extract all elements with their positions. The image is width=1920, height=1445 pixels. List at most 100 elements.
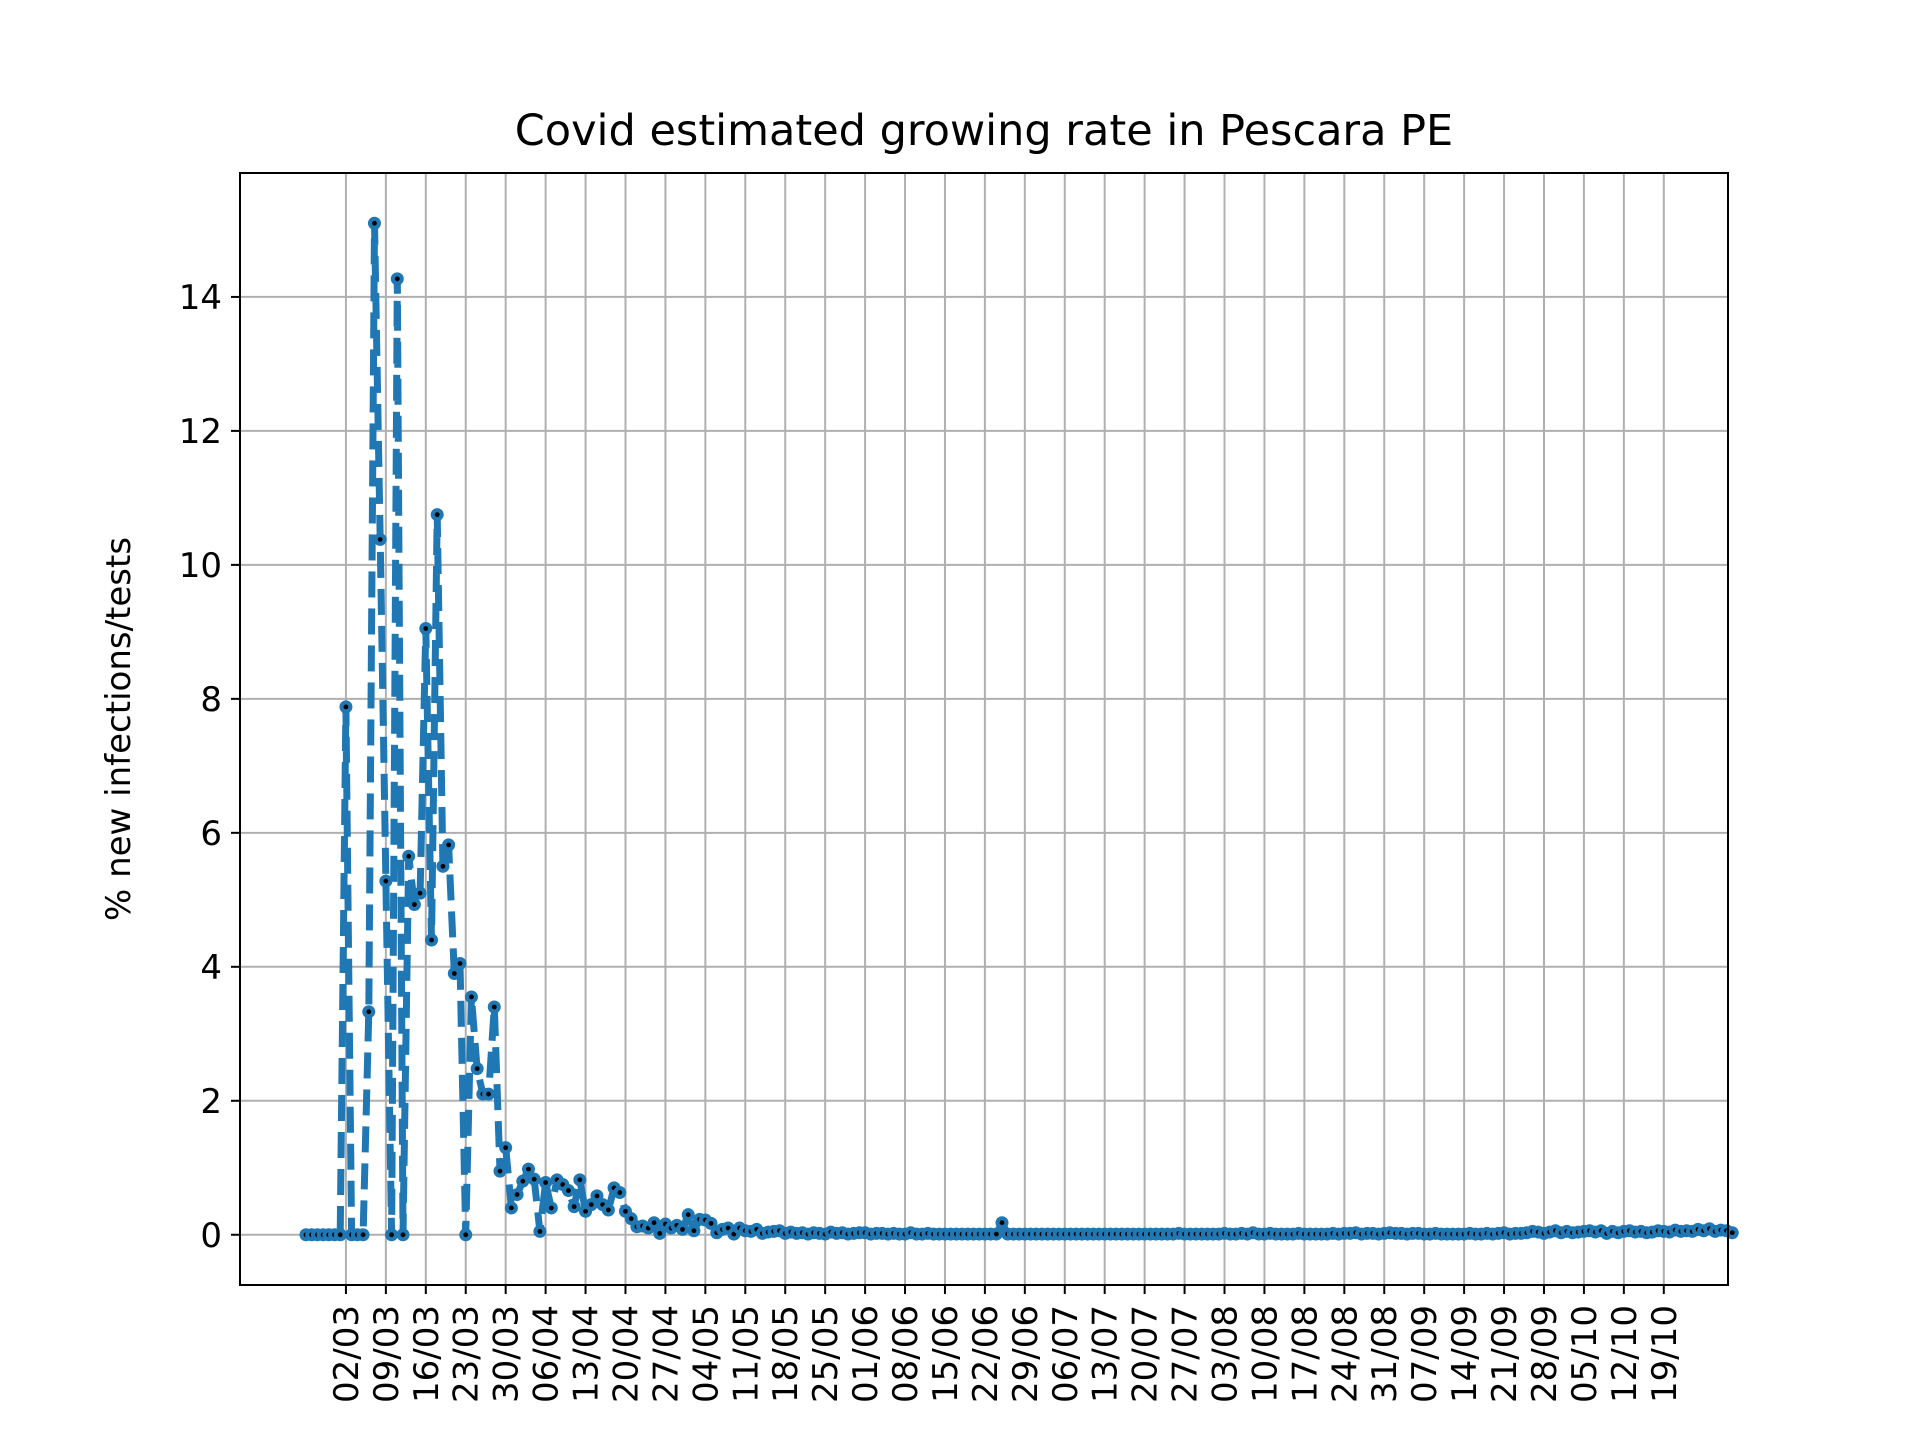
data-point-center <box>628 1216 634 1222</box>
x-tick-label: 10/08 <box>1245 1305 1285 1403</box>
data-point-center <box>594 1193 600 1199</box>
y-tick-label: 12 <box>179 412 222 452</box>
x-tick-label: 06/04 <box>527 1305 567 1403</box>
y-tick-label: 8 <box>200 680 222 720</box>
data-point-center <box>497 1168 503 1174</box>
data-point-center <box>389 1232 394 1238</box>
data-point-center <box>469 994 474 1000</box>
x-tick-label: 16/03 <box>407 1305 447 1403</box>
data-point-center <box>360 1232 366 1238</box>
data-point-center <box>474 1066 480 1072</box>
data-point-center <box>406 853 412 859</box>
x-tick-label: 01/06 <box>846 1305 886 1403</box>
x-tick-label: 13/04 <box>567 1305 607 1403</box>
data-point-center <box>537 1229 543 1234</box>
x-tick-label: 05/10 <box>1565 1305 1605 1403</box>
y-tick-label: 0 <box>200 1216 222 1256</box>
data-point-center <box>508 1205 514 1211</box>
data-point-center <box>394 276 400 282</box>
x-tick-label: 20/07 <box>1126 1305 1166 1403</box>
x-tick-label: 13/07 <box>1086 1305 1126 1403</box>
x-tick-label: 28/09 <box>1525 1305 1565 1403</box>
y-tick-label: 14 <box>179 278 222 318</box>
data-series <box>299 216 1739 1242</box>
data-point-center <box>451 971 457 976</box>
data-point-center <box>617 1190 623 1195</box>
data-point-center <box>446 842 452 848</box>
data-point-center <box>1729 1230 1735 1236</box>
data-point-center <box>423 626 429 631</box>
data-point-center <box>377 537 383 542</box>
y-tick-label: 10 <box>179 546 222 586</box>
data-point-center <box>372 220 377 226</box>
data-point-center <box>526 1166 531 1172</box>
y-tick-label: 6 <box>200 814 222 854</box>
data-point-center <box>605 1207 611 1213</box>
x-tick-label: 14/09 <box>1445 1305 1485 1403</box>
x-axis: 02/03 09/03 16/03 23/03 30/03 06/04 13/04 20/04… <box>327 1285 1685 1403</box>
x-tick-label: 24/08 <box>1325 1305 1365 1403</box>
x-tick-label: 23/03 <box>447 1305 487 1403</box>
data-point-center <box>623 1208 628 1214</box>
x-tick-label: 08/06 <box>886 1305 926 1403</box>
data-point-center <box>685 1212 691 1218</box>
x-tick-label: 21/09 <box>1485 1305 1525 1403</box>
data-point-center <box>725 1225 731 1231</box>
x-tick-label: 11/05 <box>726 1305 766 1403</box>
data-point-center <box>457 961 463 966</box>
data-point-center <box>520 1178 526 1184</box>
x-tick-label: 09/03 <box>367 1305 407 1403</box>
data-point-center <box>400 1232 406 1238</box>
data-point-center <box>343 704 349 710</box>
x-tick-label: 31/08 <box>1365 1305 1405 1403</box>
data-point-center <box>514 1192 520 1197</box>
data-point-center <box>543 1180 549 1185</box>
data-point-center <box>440 863 446 869</box>
data-point-center <box>531 1176 537 1182</box>
data-point-center <box>680 1227 685 1232</box>
data-point-center <box>691 1228 697 1234</box>
data-point-center <box>999 1220 1005 1226</box>
data-point-center <box>463 1232 469 1238</box>
x-tick-label: 17/08 <box>1285 1305 1325 1403</box>
data-point-center <box>366 1009 372 1015</box>
data-point-center <box>583 1208 588 1214</box>
data-point-center <box>434 512 440 518</box>
data-point-center <box>657 1231 663 1236</box>
grid <box>240 173 1728 1285</box>
data-point-center <box>731 1231 737 1237</box>
x-tick-label: 19/10 <box>1645 1305 1685 1403</box>
data-point-center <box>993 1231 999 1237</box>
data-point-center <box>571 1204 577 1210</box>
data-point-center <box>417 890 423 896</box>
data-point-center <box>411 902 417 907</box>
x-tick-label: 03/08 <box>1206 1305 1246 1403</box>
data-point-center <box>577 1177 583 1183</box>
data-point-center <box>503 1145 509 1151</box>
x-tick-label: 25/05 <box>806 1305 846 1403</box>
x-tick-label: 20/04 <box>606 1305 646 1403</box>
y-tick-label: 2 <box>200 1082 222 1122</box>
x-tick-label: 22/06 <box>966 1305 1006 1403</box>
data-point-center <box>383 878 389 884</box>
data-point-center <box>337 1232 343 1238</box>
x-tick-label: 30/03 <box>487 1305 527 1403</box>
data-point-center <box>708 1220 714 1226</box>
data-point-center <box>651 1220 657 1226</box>
data-point-center <box>491 1004 497 1010</box>
data-point-center <box>560 1182 566 1187</box>
x-tick-label: 18/05 <box>766 1305 806 1403</box>
data-point-center <box>486 1091 491 1097</box>
chart-title: Covid estimated growing rate in Pescara … <box>515 106 1453 156</box>
x-tick-label: 06/07 <box>1046 1305 1086 1403</box>
x-tick-label: 12/10 <box>1605 1305 1645 1403</box>
x-tick-label: 04/05 <box>686 1305 726 1403</box>
x-tick-label: 27/04 <box>646 1305 686 1403</box>
x-tick-label: 02/03 <box>327 1305 367 1403</box>
x-tick-label: 29/06 <box>1006 1305 1046 1403</box>
x-tick-label: 07/09 <box>1405 1305 1445 1403</box>
y-tick-label: 4 <box>200 948 222 988</box>
